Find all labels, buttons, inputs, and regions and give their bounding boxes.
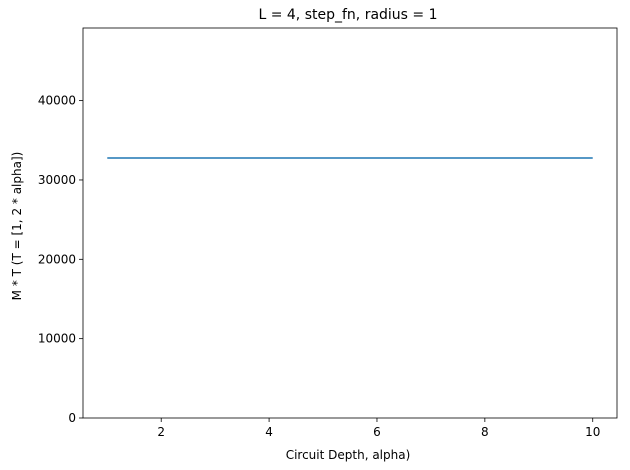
x-tick-label: 6	[373, 425, 381, 439]
y-axis-label: M * T (T = [1, 2 * alpha])	[10, 152, 24, 301]
x-tick-label: 8	[481, 425, 489, 439]
x-axis-label: Circuit Depth, alpha)	[286, 448, 411, 462]
y-axis-ticks: 0 10000 20000 30000 40000	[38, 94, 83, 425]
plot-frame	[82, 27, 618, 419]
y-tick-label: 20000	[38, 252, 76, 266]
x-axis-ticks: 2 4 6 8 10	[157, 418, 600, 439]
y-tick-label: 0	[68, 411, 76, 425]
x-tick-label: 4	[265, 425, 273, 439]
y-tick-label: 40000	[38, 94, 76, 108]
y-tick-label: 30000	[38, 173, 76, 187]
x-tick-label: 10	[585, 425, 600, 439]
plot-area	[82, 27, 618, 419]
x-tick-label: 2	[157, 425, 165, 439]
chart-title: L = 4, step_fn, radius = 1	[258, 7, 437, 23]
y-tick-label: 10000	[38, 332, 76, 346]
